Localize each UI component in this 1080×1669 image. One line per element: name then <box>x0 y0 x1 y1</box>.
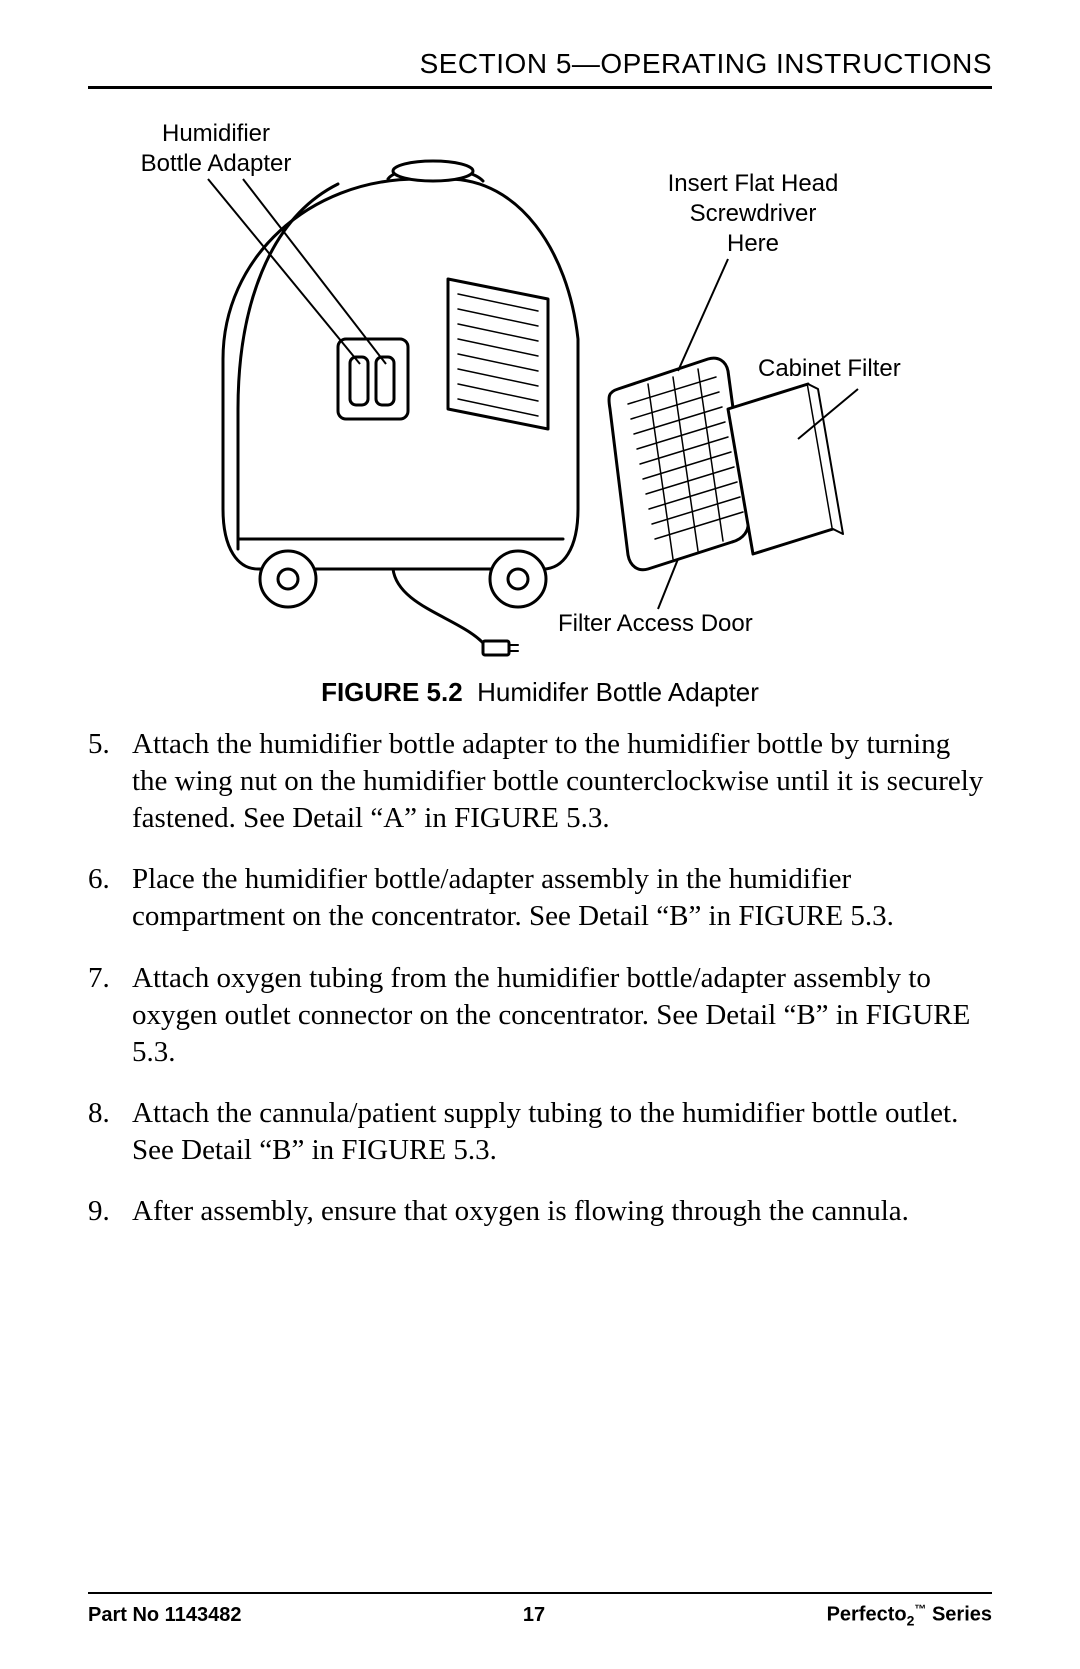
series-prefix: Perfecto <box>827 1604 907 1626</box>
part-number: Part No 1143482 <box>88 1604 241 1627</box>
callout-cabinet-filter: Cabinet Filter <box>758 354 958 384</box>
list-item: 5. Attach the humidifier bottle adapter … <box>88 726 992 837</box>
step-text: Attach the humidifier bottle adapter to … <box>132 726 992 837</box>
step-number: 7. <box>88 960 132 1071</box>
figure-title: Humidifer Bottle Adapter <box>477 677 759 707</box>
callout-humidifier-adapter: Humidifier Bottle Adapter <box>116 119 316 179</box>
series-suffix: Series <box>926 1604 992 1626</box>
step-text: After assembly, ensure that oxygen is fl… <box>132 1193 992 1230</box>
document-page: SECTION 5—OPERATING INSTRUCTIONS <box>0 0 1080 1669</box>
figure-number: FIGURE 5.2 <box>321 677 463 707</box>
step-number: 8. <box>88 1095 132 1169</box>
callout-filter-access-door: Filter Access Door <box>558 609 818 639</box>
list-item: 9. After assembly, ensure that oxygen is… <box>88 1193 992 1230</box>
step-number: 9. <box>88 1193 132 1230</box>
step-text: Attach oxygen tubing from the humidifier… <box>132 960 992 1071</box>
page-number: 17 <box>241 1604 826 1627</box>
figure-caption: FIGURE 5.2 Humidifer Bottle Adapter <box>88 677 992 708</box>
callout-screwdriver: Insert Flat Head Screwdriver Here <box>648 169 858 259</box>
section-header: SECTION 5—OPERATING INSTRUCTIONS <box>88 48 992 89</box>
page-footer: Part No 1143482 17 Perfecto2™ Series <box>88 1592 992 1629</box>
list-item: 7. Attach oxygen tubing from the humidif… <box>88 960 992 1071</box>
series-tm: ™ <box>914 1602 926 1616</box>
list-item: 6. Place the humidifier bottle/adapter a… <box>88 861 992 935</box>
step-number: 5. <box>88 726 132 837</box>
series-label: Perfecto2™ Series <box>827 1602 992 1629</box>
step-number: 6. <box>88 861 132 935</box>
list-item: 8. Attach the cannula/patient supply tub… <box>88 1095 992 1169</box>
instruction-list: 5. Attach the humidifier bottle adapter … <box>88 726 992 1254</box>
figure-diagram: Humidifier Bottle Adapter Insert Flat He… <box>88 109 992 669</box>
step-text: Attach the cannula/patient supply tubing… <box>132 1095 992 1169</box>
step-text: Place the humidifier bottle/adapter asse… <box>132 861 992 935</box>
